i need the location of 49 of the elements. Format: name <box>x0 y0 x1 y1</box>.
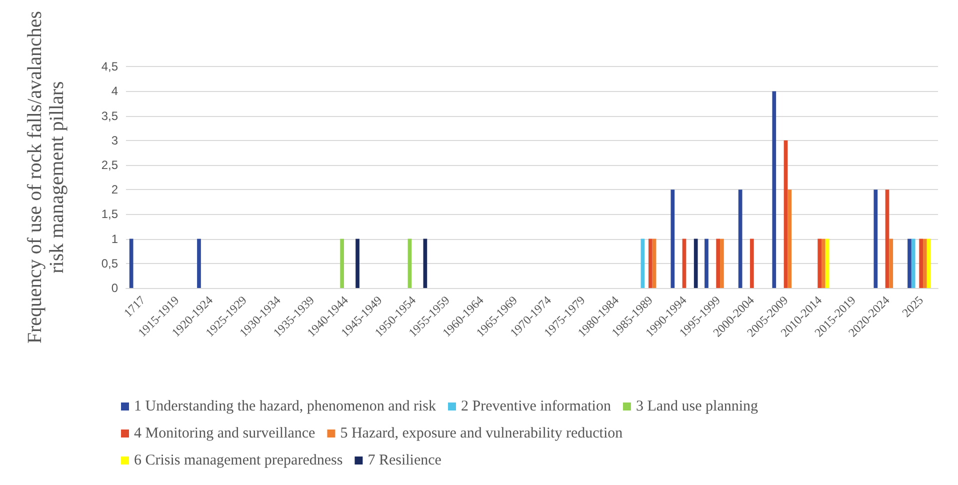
y-tick-label: 4,5 <box>101 60 118 74</box>
bar <box>682 238 686 288</box>
y-tick-label: 0 <box>111 281 118 295</box>
y-tick-label: 1,5 <box>101 207 118 222</box>
legend-label: 7 Resilience <box>368 452 442 468</box>
legend-label: 6 Crisis management preparedness <box>134 452 343 468</box>
bar <box>704 238 708 288</box>
bar <box>825 238 830 288</box>
bar <box>885 190 890 288</box>
bar <box>670 190 675 288</box>
bar <box>784 140 788 288</box>
bar <box>716 238 720 288</box>
bar <box>818 238 822 288</box>
bar <box>750 238 754 288</box>
legend-label: 3 Land use planning <box>636 398 759 414</box>
bar <box>129 238 134 288</box>
y-tick-label: 3 <box>111 133 118 148</box>
bar <box>923 238 927 288</box>
bar <box>356 238 360 288</box>
bar <box>738 190 742 288</box>
y-tick-label: 2,5 <box>101 158 118 172</box>
bar <box>197 238 201 288</box>
y-tick-label: 1 <box>111 232 118 246</box>
bar <box>652 238 656 288</box>
y-tick-label: 4 <box>111 84 118 98</box>
bar <box>919 238 924 288</box>
bar <box>423 238 428 288</box>
y-tick-label: 0,5 <box>101 256 118 270</box>
legend-label: 2 Preventive information <box>461 398 612 414</box>
y-tick-label: 2 <box>111 182 118 197</box>
bar <box>648 238 652 288</box>
bar <box>911 238 916 288</box>
bar <box>694 238 698 288</box>
legend-label: 1 Understanding the hazard, phenomenon and risk <box>134 398 436 414</box>
y-axis-title: Frequency of use of rock falls/avalanches risk management pillars <box>24 10 68 344</box>
bar <box>889 238 894 288</box>
bar <box>720 238 724 288</box>
bar <box>772 91 776 288</box>
bar <box>926 238 931 288</box>
bar <box>822 238 826 288</box>
y-tick-label: 3,5 <box>101 108 118 123</box>
legend-label: 4 Monitoring and surveillance <box>134 426 316 442</box>
bar <box>408 238 412 288</box>
bar <box>874 190 878 288</box>
legend-label: 5 Hazard, exposure and vulnerability reduction <box>340 426 624 442</box>
bar <box>788 190 792 288</box>
bar <box>640 238 645 288</box>
bar <box>340 238 344 288</box>
bar <box>908 238 912 288</box>
